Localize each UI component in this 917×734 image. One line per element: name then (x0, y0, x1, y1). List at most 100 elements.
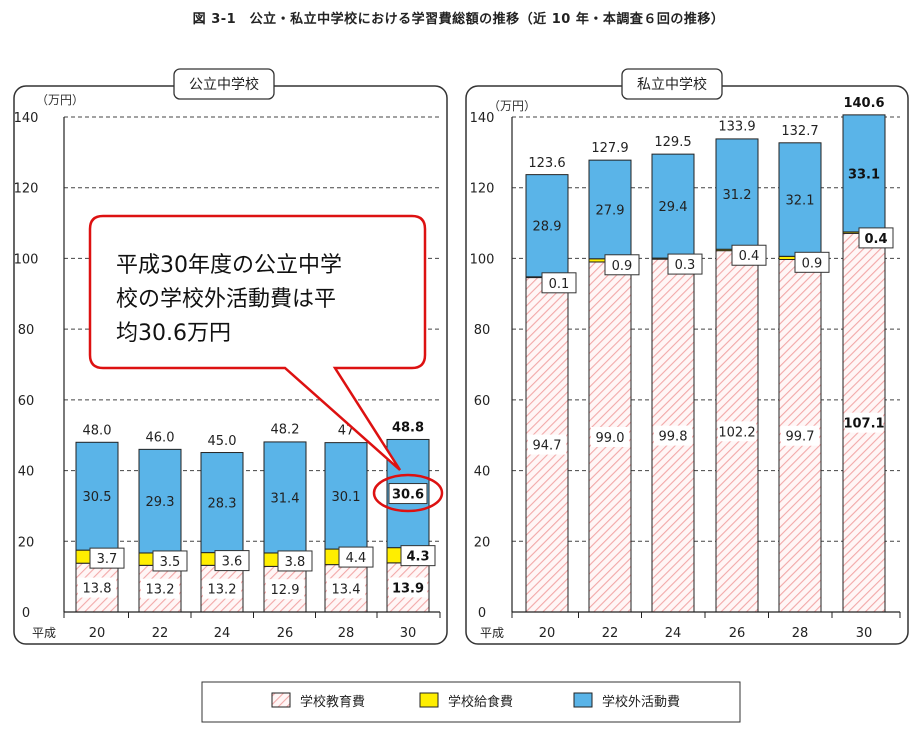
x-tick-label: 24 (214, 626, 231, 641)
data-label-extracurricular: 31.2 (723, 188, 752, 203)
bar-extracurricular (715, 138, 759, 250)
data-label-total: 132.7 (781, 124, 818, 139)
data-label-meal: 4.4 (346, 551, 367, 566)
y-tick-label: 80 (18, 323, 35, 338)
x-tick-label: 20 (89, 626, 106, 641)
y-tick-label: 140 (470, 111, 495, 126)
label-bg (266, 579, 304, 600)
y-tick-label: 20 (18, 535, 35, 550)
data-label-meal: 4.3 (406, 550, 429, 565)
label-bg (141, 578, 179, 599)
bar-extracurricular (75, 441, 119, 551)
data-label-total: 123.6 (528, 156, 565, 171)
y-tick-label: 40 (18, 465, 35, 480)
x-tick-label: 26 (729, 626, 746, 641)
panel-title: 私立中学校 (637, 76, 707, 93)
bar-extracurricular (588, 159, 632, 260)
figure-title: 図 3-1 公立・私立中学校における学習費総額の推移（近 10 年・本調査６回の… (192, 12, 725, 27)
y-unit-label: （万円） (36, 93, 84, 107)
bar-extracurricular (778, 142, 822, 257)
x-prefix-label: 平成 (480, 626, 504, 640)
bar-extracurricular (263, 441, 307, 554)
y-unit-label: （万円） (488, 99, 536, 113)
bar-extracurricular (525, 174, 569, 278)
data-label-education: 99.8 (659, 430, 688, 445)
y-tick-label: 0 (478, 606, 486, 621)
data-label-meal: 0.9 (612, 259, 633, 274)
data-label-extracurricular: 28.3 (208, 497, 237, 512)
y-tick-label: 20 (474, 535, 491, 550)
data-label-extracurricular: 31.4 (271, 491, 300, 506)
label-box-meal (89, 547, 125, 569)
legend-label-education: 学校教育費 (300, 694, 365, 710)
data-label-extracurricular: 27.9 (596, 203, 625, 218)
bar-extracurricular (651, 153, 695, 259)
data-label-extracurricular: 30.1 (332, 490, 361, 505)
panel-title-box (173, 68, 275, 100)
legend-swatch-extracurricular (573, 692, 593, 708)
data-label-extracurricular: 29.4 (659, 200, 688, 215)
data-label-meal: 3.5 (160, 555, 181, 570)
label-box-meal (667, 253, 703, 275)
callout-text-line: 平成30年度の公立中学 (116, 253, 342, 278)
x-tick-label: 28 (338, 626, 355, 641)
callout-bubble (88, 214, 427, 471)
label-bg (78, 577, 116, 598)
data-label-education: 13.2 (208, 583, 237, 598)
y-tick-label: 100 (470, 252, 495, 267)
callout-text-line: 校の学校外活動費は平 (116, 287, 336, 312)
label-box-meal (731, 244, 767, 266)
data-label-total: 133.9 (718, 120, 755, 135)
label-box-meal (152, 550, 188, 572)
data-label-total: 48.2 (271, 423, 300, 438)
x-tick-label: 22 (602, 626, 619, 641)
label-bg (845, 412, 883, 433)
label-box-meal (277, 550, 313, 572)
x-prefix-label: 平成 (32, 626, 56, 640)
data-label-meal: 0.9 (802, 256, 823, 271)
x-tick-label: 28 (792, 626, 809, 641)
label-bg (327, 578, 365, 599)
label-box-meal (541, 272, 577, 294)
x-tick-label: 26 (277, 626, 294, 641)
label-bg (389, 577, 427, 598)
data-label-education: 94.7 (533, 439, 562, 454)
label-box-meal (400, 545, 436, 567)
highlight-ellipse (372, 473, 444, 513)
legend-swatch-meal (419, 692, 439, 708)
data-label-total: 48.0 (83, 423, 112, 438)
data-label-extracurricular: 30.6 (392, 488, 424, 503)
data-label-meal: 3.6 (222, 555, 243, 570)
data-label-education: 13.8 (83, 582, 112, 597)
y-tick-label: 100 (14, 252, 39, 267)
x-tick-label: 22 (152, 626, 169, 641)
x-tick-label: 30 (856, 626, 873, 641)
data-label-meal: 3.7 (97, 552, 118, 567)
y-tick-label: 140 (14, 111, 39, 126)
label-box-meal (858, 227, 894, 249)
legend-swatch-education (271, 692, 291, 708)
data-label-total: 48.8 (392, 420, 424, 435)
y-tick-label: 120 (470, 182, 495, 197)
chart-panel-1: 私立中学校 （万円） 0 20 40 60 80 100 120 140 平成 20 22 24 26 28 3… (465, 68, 909, 645)
data-label-education: 13.9 (392, 581, 424, 596)
callout-text-line: 均30.6万円 (116, 321, 231, 346)
data-label-meal: 0.3 (675, 258, 696, 273)
y-tick-label: 60 (474, 394, 491, 409)
legend-label-extracurricular: 学校外活動費 (602, 694, 680, 710)
data-label-education: 99.7 (786, 430, 815, 445)
data-label-total: 45.0 (208, 434, 237, 449)
data-label-extracurricular: 33.1 (848, 167, 880, 182)
data-label-extracurricular: 32.1 (786, 194, 815, 209)
x-tick-label: 24 (665, 626, 682, 641)
label-bg (781, 425, 819, 446)
label-box-meal (338, 546, 374, 568)
panel-title-box (621, 68, 723, 100)
data-label-extracurricular: 29.3 (146, 495, 175, 510)
label-bg (654, 425, 692, 446)
data-label-total: 46.0 (146, 430, 175, 445)
data-label-extracurricular: 28.9 (533, 220, 562, 235)
data-label-total: 140.6 (843, 96, 884, 111)
